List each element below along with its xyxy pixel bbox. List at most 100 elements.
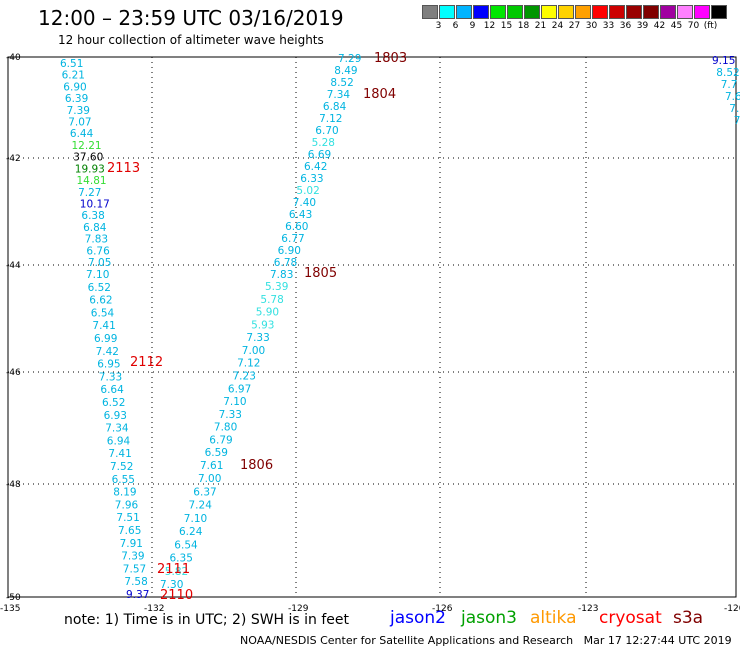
wave-height-value: 7.42 <box>96 346 119 358</box>
scale-label: 45 <box>670 21 683 31</box>
wave-height-value: 6.78 <box>274 257 297 269</box>
scale-label: 42 <box>653 21 666 31</box>
wave-height-value: 6.54 <box>174 539 198 551</box>
legend-s3a: s3a <box>673 608 704 628</box>
scale-swatch-0 <box>422 5 438 19</box>
pass-id-label: 1803 <box>374 51 407 66</box>
wave-height-value: 7.10 <box>223 396 246 408</box>
lon-label: -123 <box>578 604 598 614</box>
wave-height-value: 6.33 <box>300 173 323 185</box>
wave-height-value: 7.39 <box>67 105 90 117</box>
wave-height-value: 6.60 <box>285 221 308 233</box>
scale-swatch-1 <box>439 5 455 19</box>
wave-height-value: 9.37 <box>126 589 149 601</box>
wave-height-value: 7.65 <box>118 525 141 537</box>
pass-id-label: 1804 <box>363 87 396 102</box>
wave-height-value: 8.19 <box>113 487 136 499</box>
wave-height-value: 9.15 <box>712 55 735 67</box>
scale-swatch-10 <box>592 5 608 19</box>
scale-swatch-8 <box>558 5 574 19</box>
wave-height-value: 7.05 <box>88 257 111 269</box>
footer-credit: NOAA/NESDIS Center for Satellite Applica… <box>240 634 732 647</box>
lat-label: -44 <box>6 261 21 271</box>
wave-height-value: 5.82 <box>165 566 188 578</box>
wave-height-value: 7.52 <box>110 461 133 473</box>
wave-height-value: 5.90 <box>256 307 279 319</box>
scale-label: 33 <box>602 21 615 31</box>
wave-height-value: 8.49 <box>334 65 357 77</box>
scale-swatch-11 <box>609 5 625 19</box>
lat-label: -42 <box>6 154 21 164</box>
lat-label: -50 <box>6 593 21 603</box>
wave-height-value: 7.12 <box>319 113 342 125</box>
wave-height-value: 6.43 <box>289 209 312 221</box>
lon-label: -135 <box>0 604 20 614</box>
wave-height-value: 6.55 <box>112 474 135 486</box>
lat-label: -40 <box>6 53 21 63</box>
scale-swatch-3 <box>473 5 489 19</box>
wave-height-value: 6.93 <box>104 410 127 422</box>
wave-height-value: 7.34 <box>327 89 351 101</box>
wave-height-value: 5.39 <box>265 281 288 293</box>
scale-label: 36 <box>619 21 632 31</box>
lat-label: -48 <box>6 480 21 490</box>
pass-id-label: 2110 <box>160 588 193 603</box>
wave-height-value: 6.84 <box>323 101 347 113</box>
scale-swatch-7 <box>541 5 557 19</box>
wave-height-value: 10.17 <box>80 199 110 211</box>
wave-height-value: 7.23 <box>233 371 256 383</box>
wave-height-value: 6.97 <box>228 383 251 395</box>
wave-height-value: 6.94 <box>107 435 131 447</box>
credit-text: NOAA/NESDIS Center for Satellite Applica… <box>240 634 574 647</box>
wave-height-value: 6.35 <box>170 553 193 565</box>
wave-height-value: 6.42 <box>304 161 327 173</box>
legend-altika: altika <box>530 608 577 628</box>
wave-height-value: 6.24 <box>179 526 203 538</box>
wave-height-value: 7.27 <box>78 187 101 199</box>
wave-height-value: 7.7 <box>721 79 738 91</box>
wave-height-value: 7. <box>729 103 739 115</box>
wave-height-value: 7.33 <box>99 371 122 383</box>
wave-height-value: 5.93 <box>251 319 274 331</box>
wave-height-value: 6.52 <box>88 282 111 294</box>
wave-height-value: 6.52 <box>102 397 125 409</box>
wave-height-value: 7.91 <box>120 538 143 550</box>
wave-height-value: 7.10 <box>86 269 109 281</box>
scale-label: 3 <box>435 21 442 31</box>
wave-height-value: 7.6 <box>725 91 740 103</box>
wave-height-value: 7.51 <box>116 512 139 524</box>
scale-swatch-17 <box>711 5 727 19</box>
scale-label: 18 <box>517 21 530 31</box>
wave-height-value: 7.58 <box>124 576 147 588</box>
wave-height-value: 7.07 <box>68 117 91 129</box>
scale-label: 70 <box>687 21 700 31</box>
wave-height-value: 7.00 <box>242 345 265 357</box>
wave-height-value: 12.21 <box>72 140 102 152</box>
wave-height-value: 6.69 <box>308 149 331 161</box>
wave-height-value: 5.78 <box>260 294 283 306</box>
wave-height-value: 7.57 <box>123 563 146 575</box>
wave-height-value: 6.37 <box>193 486 216 498</box>
lon-label: -120 <box>724 604 740 614</box>
legend-jason3: jason3 <box>461 608 517 628</box>
scale-label: 6 <box>452 21 459 31</box>
wave-height-value: 7.96 <box>115 499 139 511</box>
lon-label: -126 <box>432 604 453 614</box>
wave-height-value: 8.52 <box>716 67 739 79</box>
wave-height-value: 7.41 <box>108 448 131 460</box>
wave-height-value: 14.81 <box>77 175 107 187</box>
wave-height-value: 7.83 <box>270 269 293 281</box>
scale-swatch-14 <box>660 5 676 19</box>
scale-swatch-12 <box>626 5 642 19</box>
wave-height-value: 6.79 <box>209 434 232 446</box>
wave-height-value: 5.02 <box>296 185 319 197</box>
wave-height-value: 6.54 <box>91 307 115 319</box>
wave-height-value: 7.39 <box>121 551 144 563</box>
scale-label: 21 <box>534 21 547 31</box>
wave-height-value: 7.33 <box>246 332 269 344</box>
wave-height-value: 6.76 <box>86 245 110 257</box>
wave-height-value: 6.90 <box>278 245 301 257</box>
scale-label: 30 <box>585 21 598 31</box>
scale-swatch-6 <box>524 5 540 19</box>
lat-label: -46 <box>6 368 21 378</box>
